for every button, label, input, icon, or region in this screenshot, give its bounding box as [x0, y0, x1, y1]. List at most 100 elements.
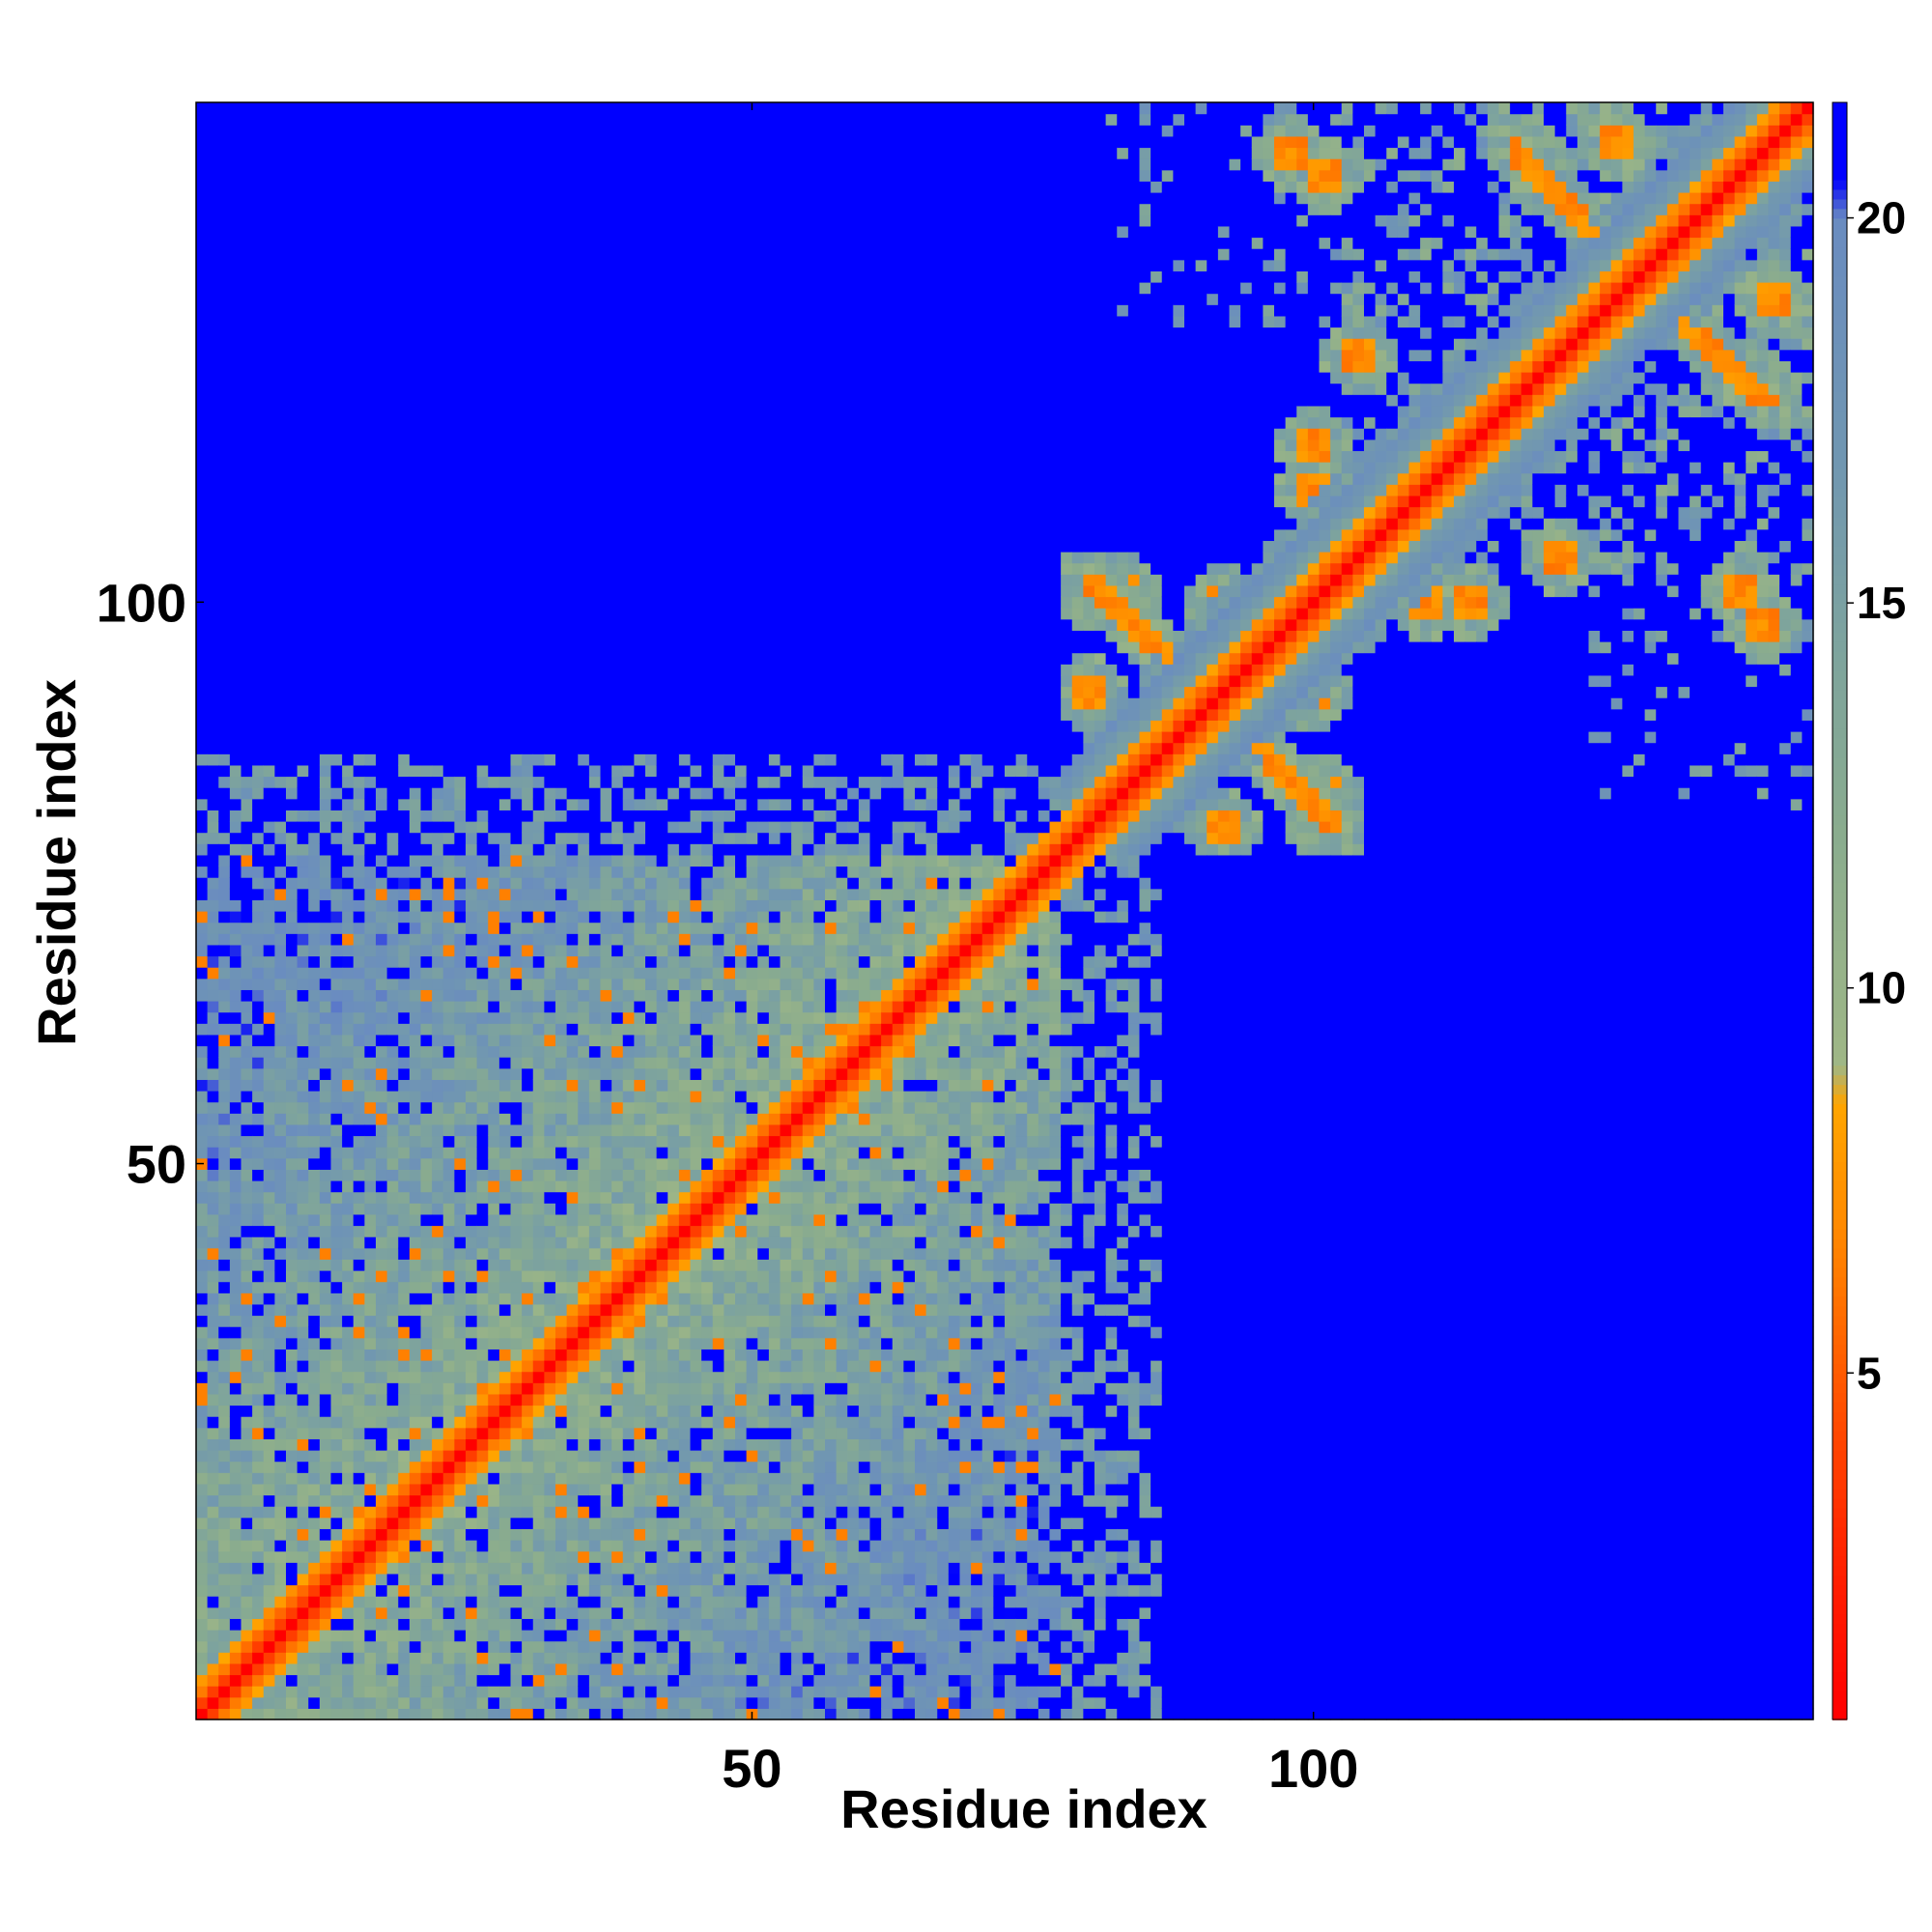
heatmap-cell [308, 686, 321, 698]
heatmap-cell [488, 1157, 500, 1170]
heatmap-cell [476, 1011, 489, 1024]
heatmap-cell [376, 450, 388, 463]
heatmap-cell [398, 1686, 411, 1698]
heatmap-cell [398, 674, 411, 688]
heatmap-cell [386, 810, 399, 822]
heatmap-cell [510, 720, 523, 732]
heatmap-cell [330, 978, 343, 990]
heatmap-cell [218, 1438, 231, 1451]
heatmap-cell [578, 1506, 590, 1519]
heatmap-cell [330, 899, 343, 912]
heatmap-cell [229, 843, 242, 856]
heatmap-cell [308, 1247, 321, 1260]
heatmap-cell [510, 450, 523, 463]
heatmap-cell [319, 181, 332, 193]
heatmap-cell [398, 1506, 411, 1519]
heatmap-cell [319, 1584, 332, 1597]
heatmap-cell [432, 1135, 444, 1148]
heatmap-cell [510, 1371, 523, 1383]
heatmap-cell [544, 764, 556, 778]
heatmap-cell [488, 1123, 500, 1137]
heatmap-cell [263, 1247, 275, 1260]
heatmap-cell [218, 1259, 231, 1271]
heatmap-cell [420, 1686, 433, 1698]
heatmap-cell [297, 506, 309, 519]
heatmap-cell [308, 955, 321, 968]
heatmap-cell [498, 674, 512, 688]
heatmap-cell [319, 169, 332, 182]
heatmap-cell [522, 574, 534, 586]
heatmap-cell [566, 731, 579, 744]
heatmap-cell [241, 955, 253, 968]
heatmap-cell [386, 518, 399, 530]
heatmap-cell [241, 282, 253, 295]
heatmap-cell [532, 843, 545, 856]
heatmap-cell [578, 1236, 590, 1249]
heatmap-cell [308, 574, 321, 586]
heatmap-cell [386, 1618, 399, 1631]
heatmap-cell [308, 630, 321, 642]
heatmap-cell [566, 1674, 579, 1687]
heatmap-cell [342, 798, 355, 810]
heatmap-cell [218, 450, 231, 463]
heatmap-cell [432, 843, 444, 856]
heatmap-cell [353, 472, 365, 485]
heatmap-cell [241, 1550, 253, 1563]
heatmap-cell [578, 1652, 590, 1664]
heatmap-cell [252, 1203, 265, 1215]
heatmap-cell [420, 899, 433, 912]
heatmap-cell [409, 1135, 422, 1148]
heatmap-cell [532, 1382, 545, 1395]
heatmap-cell [263, 1674, 275, 1687]
heatmap-cell [466, 1630, 478, 1642]
heatmap-cell [498, 1360, 512, 1373]
heatmap-cell [364, 349, 377, 361]
heatmap-cell [218, 1630, 231, 1642]
heatmap-cell [498, 854, 512, 867]
heatmap-cell [297, 1091, 309, 1103]
heatmap-cell [241, 1034, 253, 1047]
heatmap-cell [466, 552, 478, 564]
heatmap-cell [196, 787, 209, 800]
heatmap-cell [532, 608, 545, 620]
heatmap-cell [555, 360, 568, 373]
heatmap-cell [252, 1023, 265, 1036]
heatmap-cell [442, 1157, 455, 1170]
heatmap-cell [398, 922, 411, 934]
heatmap-cell [229, 978, 242, 990]
heatmap-cell [286, 405, 298, 418]
heatmap-cell [196, 394, 209, 407]
heatmap-cell [353, 742, 365, 754]
heatmap-cell [229, 608, 242, 620]
heatmap-cell [319, 1135, 332, 1148]
heatmap-cell [207, 1652, 219, 1664]
heatmap-cell [566, 1550, 579, 1563]
heatmap-cell [398, 1191, 411, 1204]
heatmap-cell [466, 989, 478, 1002]
heatmap-cell [442, 1494, 455, 1507]
heatmap-cell [241, 1113, 253, 1125]
heatmap-cell [386, 697, 399, 710]
heatmap-cell [498, 1135, 512, 1148]
heatmap-cell [218, 810, 231, 822]
heatmap-cell [342, 1236, 355, 1249]
heatmap-cell [466, 282, 478, 295]
heatmap-cell [207, 1562, 219, 1575]
heatmap-cell [229, 1674, 242, 1687]
heatmap-cell [386, 753, 399, 766]
heatmap-cell [555, 518, 568, 530]
heatmap-cell [252, 697, 265, 710]
heatmap-cell [532, 1034, 545, 1047]
heatmap-cell [207, 1630, 219, 1642]
heatmap-cell [532, 495, 545, 508]
heatmap-cell [353, 416, 365, 429]
heatmap-cell [263, 1528, 275, 1541]
heatmap-cell [330, 1147, 343, 1159]
heatmap-cell [376, 405, 388, 418]
heatmap-cell [308, 259, 321, 271]
heatmap-cell [218, 1157, 231, 1170]
heatmap-cell [555, 764, 568, 778]
heatmap-cell [252, 1001, 265, 1013]
heatmap-cell [252, 720, 265, 732]
heatmap-cell [466, 439, 478, 451]
